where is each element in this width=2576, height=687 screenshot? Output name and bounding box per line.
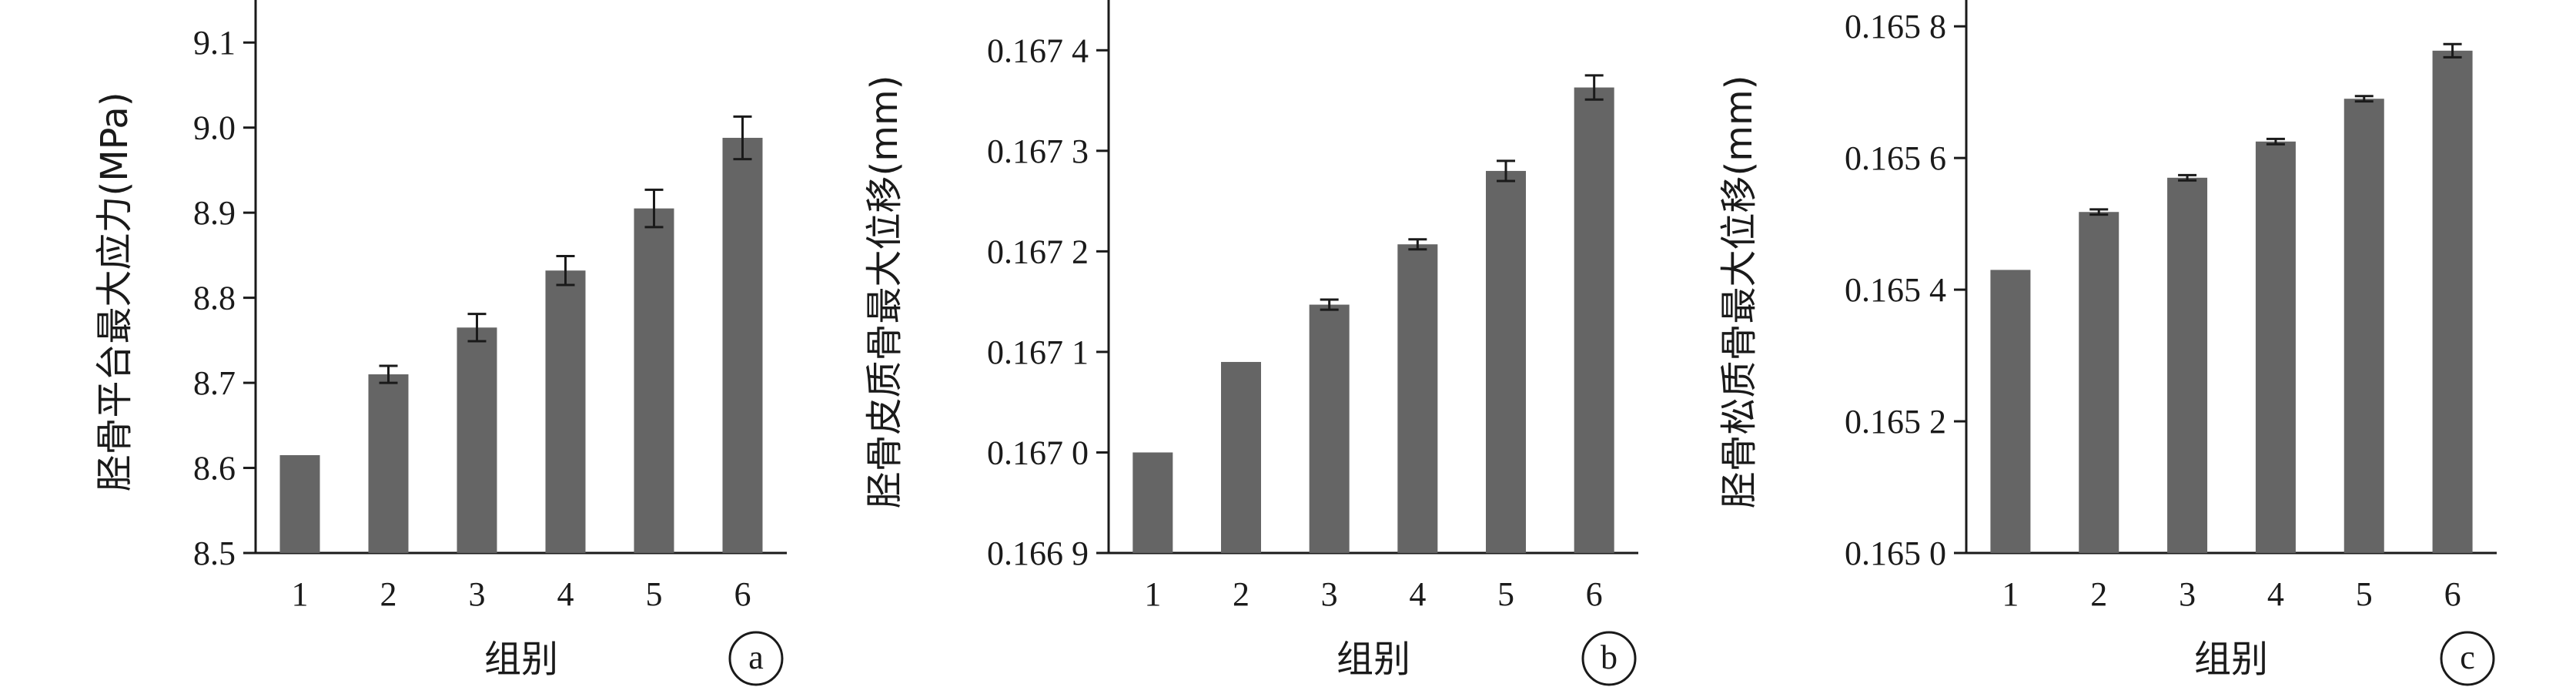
bar-4 bbox=[545, 270, 586, 553]
y-tick-label: 0.165 2 bbox=[1845, 403, 1946, 441]
y-tick-label: 0.166 9 bbox=[987, 535, 1089, 572]
bar-6 bbox=[722, 137, 763, 553]
x-tick-label: 1 bbox=[292, 575, 309, 613]
error-bar-5 bbox=[2354, 95, 2374, 103]
y-tick-label: 0.165 6 bbox=[1845, 139, 1946, 177]
y-tick-label: 0.167 1 bbox=[987, 333, 1089, 371]
chart-panel-c: 0.165 0 0.165 2 0.165 4 0.165 6 0.165 8 1 2 3 4 5… bbox=[1718, 0, 2497, 686]
bar-2 bbox=[1221, 361, 1261, 553]
bar-4 bbox=[1397, 244, 1438, 553]
bar-6 bbox=[1574, 87, 1614, 554]
panel-label-circle bbox=[1581, 631, 1637, 686]
bar-5 bbox=[634, 208, 674, 553]
y-tick-label: 8.8 bbox=[193, 280, 236, 317]
bar-2 bbox=[368, 374, 409, 553]
y-axis-title: 胫骨平台最大应力(MPa) bbox=[93, 92, 136, 491]
bar-5 bbox=[1486, 170, 1526, 553]
x-tick-label: 5 bbox=[646, 575, 663, 613]
y-tick-label: 8.7 bbox=[193, 364, 236, 402]
y-tick-label: 9.1 bbox=[193, 24, 236, 62]
error-bar-4 bbox=[2266, 137, 2285, 146]
bar-4 bbox=[2255, 141, 2296, 553]
error-bar-6 bbox=[1584, 74, 1604, 101]
x-axis-title: 组别 bbox=[2194, 638, 2268, 681]
y-tick-label: 8.9 bbox=[193, 194, 236, 232]
error-bar-3 bbox=[2178, 173, 2197, 182]
bar-1 bbox=[1132, 452, 1173, 553]
error-bar-2 bbox=[379, 364, 398, 384]
x-tick-label: 5 bbox=[1497, 575, 1514, 613]
panel-label-circle bbox=[2440, 631, 2495, 686]
x-tick-label: 2 bbox=[380, 575, 397, 613]
error-bar-3 bbox=[467, 313, 487, 343]
x-tick-label: 3 bbox=[469, 575, 486, 613]
error-bar-4 bbox=[1408, 238, 1427, 251]
y-axis-title: 胫骨皮质骨最大位移(mm) bbox=[863, 75, 906, 509]
bar-3 bbox=[457, 327, 497, 553]
x-tick-label: 3 bbox=[1321, 575, 1338, 613]
y-tick-label: 0.167 0 bbox=[987, 434, 1089, 471]
y-tick-label: 8.6 bbox=[193, 450, 236, 488]
x-axis-title: 组别 bbox=[1337, 638, 1410, 681]
x-tick-label: 3 bbox=[2179, 575, 2196, 613]
x-tick-label: 1 bbox=[1144, 575, 1161, 613]
error-bar-2 bbox=[2089, 208, 2109, 216]
x-tick-label: 4 bbox=[2267, 575, 2284, 613]
panel-label-circle bbox=[728, 631, 784, 686]
chart-panel-a: 8.5 8.6 8.7 8.8 8.9 9.0 9.1 1 2 3 4 5 6 胫骨平台最大应力(MPa)… bbox=[93, 0, 787, 686]
error-bar-4 bbox=[556, 254, 575, 287]
y-tick-label: 0.167 2 bbox=[987, 233, 1089, 270]
x-tick-label: 2 bbox=[1233, 575, 1250, 613]
bar-1 bbox=[279, 454, 320, 553]
bar-6 bbox=[2432, 50, 2473, 554]
x-tick-label: 6 bbox=[1586, 575, 1603, 613]
error-bar-6 bbox=[2443, 42, 2462, 59]
y-tick-label: 0.167 4 bbox=[987, 32, 1089, 69]
bar-2 bbox=[2079, 212, 2119, 553]
x-tick-label: 4 bbox=[1409, 575, 1426, 613]
error-bar-6 bbox=[733, 115, 752, 161]
x-tick-label: 5 bbox=[2356, 575, 2373, 613]
y-tick-label: 9.0 bbox=[193, 109, 236, 147]
y-tick-label: 0.165 4 bbox=[1845, 271, 1946, 309]
y-tick-label: 0.165 8 bbox=[1845, 8, 1946, 45]
panel-label: a bbox=[748, 638, 764, 676]
bar-3 bbox=[1309, 304, 1350, 553]
bar-5 bbox=[2343, 99, 2384, 553]
bar-3 bbox=[2167, 177, 2208, 554]
y-tick-label: 8.5 bbox=[193, 535, 236, 572]
bar-1 bbox=[1990, 270, 2031, 553]
x-axis-title: 组别 bbox=[484, 638, 558, 681]
panel-label: c bbox=[2460, 638, 2475, 676]
error-bar-5 bbox=[644, 188, 664, 229]
x-tick-label: 4 bbox=[557, 575, 574, 613]
chart-panel-b: 0.166 9 0.167 0 0.167 1 0.167 2 0.167 3 0.167… bbox=[863, 0, 1638, 686]
x-tick-label: 1 bbox=[2002, 575, 2019, 613]
panel-label: b bbox=[1601, 638, 1618, 676]
y-axis-title: 胫骨松质骨最大位移(mm) bbox=[1718, 75, 1761, 509]
y-tick-label: 0.165 0 bbox=[1845, 535, 1946, 572]
x-tick-label: 2 bbox=[2090, 575, 2107, 613]
x-tick-label: 6 bbox=[2444, 575, 2461, 613]
y-tick-label: 0.167 3 bbox=[987, 132, 1089, 170]
x-tick-label: 6 bbox=[734, 575, 751, 613]
error-bar-5 bbox=[1497, 159, 1515, 183]
error-bar-3 bbox=[1320, 298, 1339, 311]
